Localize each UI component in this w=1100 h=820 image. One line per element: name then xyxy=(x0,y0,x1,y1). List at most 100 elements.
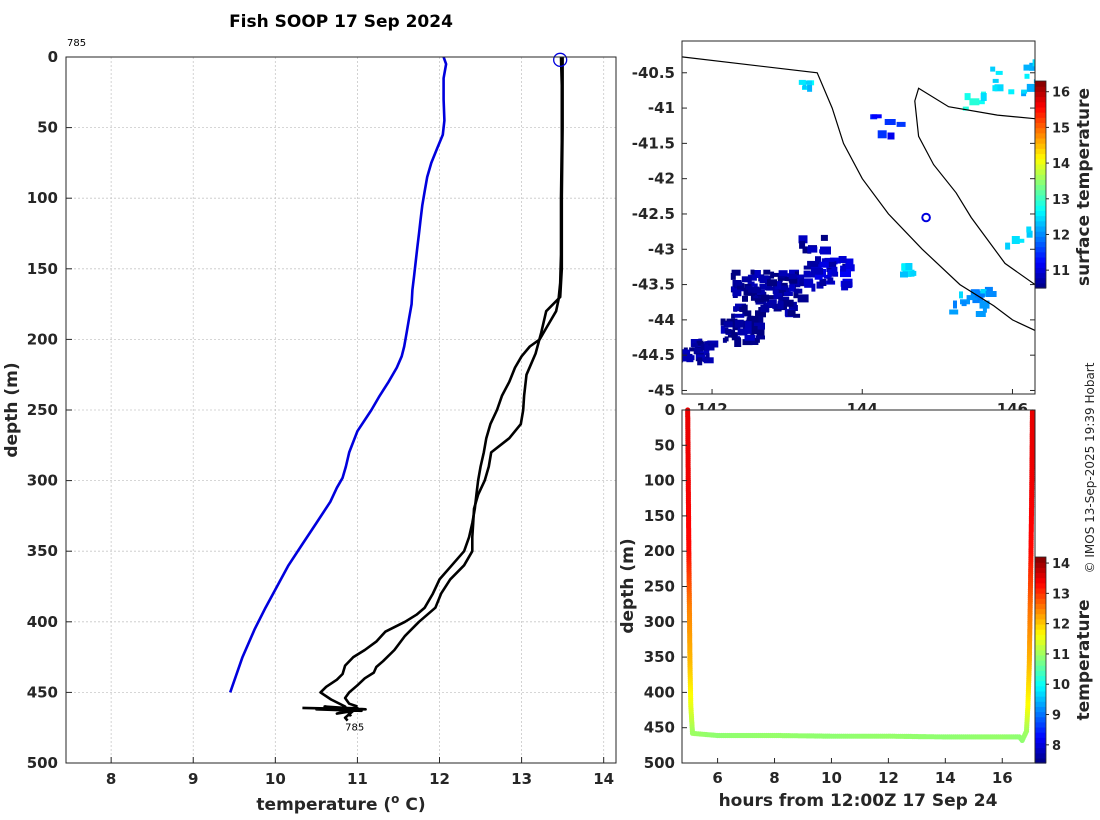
sst-pixel xyxy=(759,283,767,290)
profile-id-bottom-label: 785 xyxy=(345,723,364,734)
colorbar-segment xyxy=(1035,649,1046,656)
colorbar-tick-label: 14 xyxy=(1052,557,1070,572)
map-y-tick-label: -41 xyxy=(648,99,675,117)
sst-pixel xyxy=(1033,79,1035,84)
colorbar-segment xyxy=(1035,122,1046,129)
x-tick-label: 8 xyxy=(106,770,116,788)
sst-pixel xyxy=(966,295,978,301)
sst-pixel xyxy=(841,281,852,289)
colorbar-segment xyxy=(1035,200,1046,206)
colorbar-segment xyxy=(1035,91,1046,98)
station-marker xyxy=(921,212,931,223)
sst-pixel xyxy=(725,329,732,334)
sst-pixel xyxy=(735,281,743,288)
isobath-line xyxy=(682,56,1035,332)
colorbar-tick-label: 16 xyxy=(1052,86,1070,101)
colorbar-segment xyxy=(1035,701,1046,707)
colorbar-tick-label: 13 xyxy=(1052,587,1070,602)
colorbar-segment xyxy=(1035,205,1046,211)
colorbar-segment xyxy=(1035,711,1046,718)
colorbar-segment xyxy=(1035,690,1046,697)
sst-pixel xyxy=(755,310,766,318)
sst-pixel xyxy=(871,114,882,119)
sst-pixel xyxy=(754,337,760,343)
sst-pixel xyxy=(754,298,764,303)
profile-plot: Fish SOOP 17 Sep 2024 785 785 8 9 10 11 12 13… xyxy=(2,12,617,815)
colorbar-segment xyxy=(1035,267,1046,274)
ts-y-tick-label: 450 xyxy=(644,719,675,737)
colorbar-segment xyxy=(1035,220,1046,227)
ts-y-tick-label: 150 xyxy=(644,507,675,525)
colorbar-segment xyxy=(1035,726,1046,733)
colorbar-segment xyxy=(1035,696,1046,702)
sst-pixel xyxy=(887,132,895,140)
sst-pixel xyxy=(775,285,787,294)
sst-pixel xyxy=(804,271,816,278)
sst-pixel xyxy=(744,334,756,341)
sst-pixel xyxy=(783,292,793,296)
colorbar-segment xyxy=(1035,81,1046,87)
sst-pixel xyxy=(760,305,769,312)
sst-pixel xyxy=(772,303,779,309)
colorbar-segment xyxy=(1035,742,1046,749)
ts-y-tick-label: 200 xyxy=(644,542,675,560)
colorbar-label-surface: surface temperature xyxy=(1074,88,1094,286)
colorbar-segment xyxy=(1035,675,1046,682)
sst-pixel xyxy=(970,291,975,299)
x-tick-label: 10 xyxy=(265,770,286,788)
colorbar-segment xyxy=(1035,680,1046,687)
sst-pixel xyxy=(739,307,747,312)
colorbar-segment xyxy=(1035,112,1046,118)
sst-pixel xyxy=(773,307,782,312)
colorbar-segment xyxy=(1035,685,1046,692)
y-tick-labels: 0 50 100 150 200 250 300 350 400 450 500 xyxy=(27,48,58,772)
series-line-climatology xyxy=(228,56,448,693)
sst-pixel xyxy=(751,326,758,334)
map-y-tick-label: -42 xyxy=(648,170,675,188)
sst-pixel xyxy=(797,294,809,303)
colorbar-tick-label: 12 xyxy=(1052,228,1070,243)
sst-pixel xyxy=(737,285,744,290)
ts-series-group xyxy=(685,407,1035,744)
sst-pixel xyxy=(702,358,710,362)
x-tick-labels: 8 9 10 11 12 13 14 xyxy=(106,770,614,788)
y-tick-label: 400 xyxy=(27,613,58,631)
surface-temperature-colorbar: 11 12 13 14 15 16 xyxy=(1034,80,1070,289)
sst-pixel xyxy=(792,305,798,311)
sst-pixel xyxy=(747,316,759,325)
sst-pixel xyxy=(798,235,808,244)
colorbar-segment xyxy=(1035,603,1046,610)
colorbar-segment xyxy=(1035,582,1046,589)
sst-pixel xyxy=(814,274,823,280)
colorbar-segment xyxy=(1035,665,1046,671)
y-tick-label: 100 xyxy=(27,189,58,207)
map-y-tick-label: -40.5 xyxy=(632,64,675,82)
y-tick-label: 150 xyxy=(27,260,58,278)
sst-pixel xyxy=(842,278,853,283)
sst-pixel xyxy=(802,83,807,90)
sst-pixel xyxy=(793,313,801,318)
sst-pixel xyxy=(992,85,998,92)
colorbar-segment xyxy=(1035,277,1046,284)
sst-pixel xyxy=(750,338,759,345)
colorbar-segment xyxy=(1035,593,1046,599)
sst-pixel xyxy=(992,78,999,83)
colorbar-segment xyxy=(1035,189,1046,196)
colorbar-segment xyxy=(1035,184,1046,191)
map-y-tick-label: -44 xyxy=(648,311,675,329)
sst-pixel xyxy=(737,328,747,336)
sst-pixel xyxy=(732,288,742,297)
sst-pixel xyxy=(974,293,985,298)
plot-frame xyxy=(65,56,617,764)
sst-pixel xyxy=(838,256,847,263)
sst-pixel xyxy=(759,275,769,284)
sst-pixel xyxy=(815,256,821,265)
sst-pixel xyxy=(752,287,762,294)
colorbar-segment xyxy=(1035,231,1046,237)
sst-pixel xyxy=(794,271,799,277)
sst-pixel xyxy=(807,260,819,267)
sst-pixel xyxy=(827,277,834,284)
colorbar-segment xyxy=(1035,210,1046,217)
sst-pixel xyxy=(811,283,816,292)
